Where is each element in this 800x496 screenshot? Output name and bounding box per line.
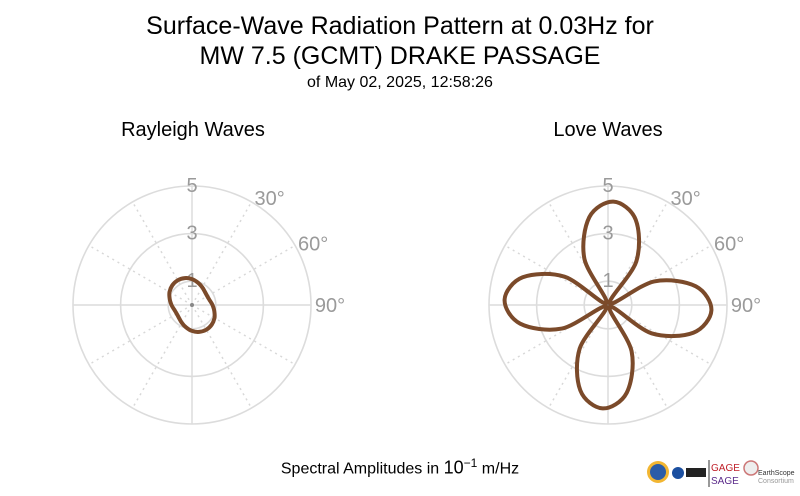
- ring-3: [119, 232, 265, 378]
- nasa-logo: [672, 467, 684, 479]
- angle-tick-label: 30°: [254, 188, 284, 210]
- sage-logo: SAGE: [711, 476, 739, 487]
- center-dot: [190, 303, 194, 307]
- ring-3: [535, 232, 681, 378]
- spoke-30: [191, 201, 253, 306]
- love-title: Love Waves: [553, 119, 663, 141]
- earthscope-text: EarthScope: [758, 470, 795, 477]
- r-tick-label: 1: [602, 270, 613, 292]
- spoke-150: [191, 304, 253, 409]
- spoke-330: [131, 201, 193, 306]
- usgs-logo: [686, 468, 706, 477]
- sponsor-logos: GAGE SAGE EarthScope Consortium: [647, 460, 795, 487]
- xlabel-base: 10: [443, 457, 464, 478]
- r-tick-label: 5: [186, 175, 197, 197]
- xlabel-prefix: Spectral Amplitudes in: [280, 460, 444, 478]
- spoke-300: [88, 244, 193, 306]
- spoke-120: [191, 304, 296, 366]
- xlabel-unit: m/Hz: [477, 460, 520, 478]
- angle-tick-label: 60°: [298, 233, 328, 255]
- love-pattern-line: [502, 199, 714, 411]
- chart-title-line1: Surface-Wave Radiation Pattern at 0.03Hz…: [146, 12, 654, 40]
- xlabel-exp: −1: [463, 456, 478, 470]
- ring-5: [488, 185, 728, 425]
- angle-tick-label: 90°: [731, 295, 761, 317]
- ring-5: [72, 185, 312, 425]
- angle-tick-label: 30°: [670, 188, 700, 210]
- angle-tick-label: 60°: [714, 233, 744, 255]
- angle-tick-label: 90°: [315, 295, 345, 317]
- x-axis-label: Spectral Amplitudes in 10−1 m/Hz: [0, 456, 800, 478]
- r-tick-label: 3: [186, 223, 197, 245]
- chart-subtitle: of May 02, 2025, 12:58:26: [307, 74, 493, 91]
- r-tick-label: 5: [602, 175, 613, 197]
- rayleigh-title: Rayleigh Waves: [121, 119, 265, 141]
- rayleigh-pattern-line: [167, 276, 217, 334]
- spoke-240: [88, 304, 193, 366]
- ring-1: [583, 280, 633, 330]
- chart-title-line2: MW 7.5 (GCMT) DRAKE PASSAGE: [199, 42, 601, 70]
- gage-logo: GAGE: [711, 463, 740, 474]
- nsf-logo: [647, 461, 669, 483]
- spoke-210: [131, 304, 193, 409]
- earthscope-logo: [743, 460, 759, 476]
- consortium-text: Consortium: [758, 478, 794, 485]
- spoke-60: [191, 244, 296, 306]
- r-tick-label: 3: [602, 223, 613, 245]
